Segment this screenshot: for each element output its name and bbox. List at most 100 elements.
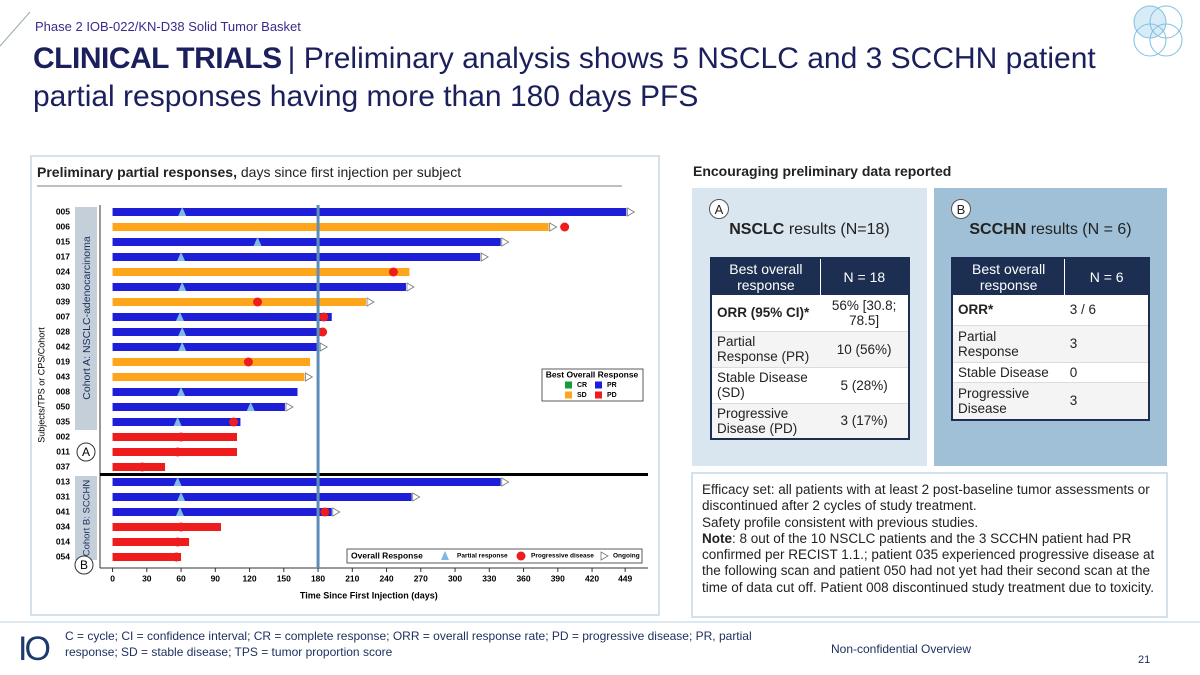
bar (112, 433, 237, 441)
cohort-marker (74, 555, 94, 575)
table-row: Progressive Disease (PD) 3 (17%) (711, 403, 909, 440)
legend-label: Ongoing (613, 553, 640, 560)
ongoing-arrow (626, 207, 636, 217)
progressive-disease (388, 267, 398, 277)
header-cell: Best overall response (952, 258, 1065, 295)
x-tick-label: 120 (242, 573, 256, 583)
partial-response (177, 387, 186, 396)
bar (112, 238, 501, 246)
table-cell: 56% [30.8; 78.5] (820, 295, 909, 332)
legend-swatch (565, 381, 572, 389)
bar (112, 478, 501, 486)
subject-label: 041 (56, 506, 70, 516)
progressive-disease (253, 297, 263, 307)
ongoing-arrow (332, 507, 341, 517)
ongoing-arrow (304, 372, 314, 382)
legend-title: Best Overall Response (546, 369, 639, 379)
progressive-disease (229, 417, 239, 427)
table-cell: Progressive Disease (PD) (711, 403, 821, 440)
legend-box (541, 368, 644, 402)
bar (112, 553, 182, 561)
results-table: Best overall response N = 18 ORR (95% CI)*… (710, 257, 910, 440)
legend-symbol (600, 551, 609, 561)
legend-swatch (565, 391, 572, 399)
x-axis-label: Time Since First Injection (days) (300, 590, 438, 600)
ongoing-arrow (501, 477, 510, 487)
table-cell: 3 (17%) (820, 403, 909, 440)
bar (112, 373, 305, 381)
title: CLINICAL TRIALS | Preliminary analysis sh… (33, 40, 1173, 116)
table-row: Stable Disease 0 (952, 362, 1149, 383)
table-row: Progressive Disease 3 (952, 382, 1149, 421)
x-tick-label: 240 (379, 573, 393, 583)
title-bold: CLINICAL TRIALS (33, 42, 282, 75)
partial-response (177, 492, 186, 501)
partial-response (173, 417, 182, 426)
cohort-box (75, 476, 97, 560)
subtitle: Phase 2 IOB-022/KN-D38 Solid Tumor Baske… (35, 19, 301, 34)
notes-box: Efficacy set: all patients with at least… (691, 472, 1168, 618)
cohort-label: Cohort A: NSCLC-adenocarcinoma (81, 236, 93, 400)
table-cell: Partial Response (PR) (711, 331, 821, 368)
ongoing-arrow (406, 282, 415, 292)
chart-heading: Preliminary partial responses, days sinc… (37, 164, 461, 180)
table-cell: 3 (1064, 382, 1149, 421)
legend-label: Progressive disease (531, 553, 594, 560)
partial-response (175, 507, 184, 516)
panel-title: NSCLC results (N=18) (692, 221, 927, 239)
progressive-disease (137, 462, 147, 472)
subject-label: 006 (56, 221, 70, 231)
y-axis-label: Subjects/TPS or CPS/Cohort (36, 327, 46, 443)
table-cell: 0 (1064, 362, 1149, 383)
bar (112, 538, 190, 546)
ongoing-arrow (319, 342, 329, 352)
progressive-disease (243, 357, 253, 367)
bar (112, 343, 320, 351)
heading-rest: days since first injection per subject (240, 164, 462, 180)
x-tick-label: 390 (551, 573, 565, 583)
subject-label: 039 (56, 296, 70, 306)
bar (112, 313, 332, 321)
legend-title: Overall Response (351, 550, 423, 560)
partial-response (178, 207, 187, 216)
bar (112, 523, 222, 531)
progressive-disease (560, 222, 570, 232)
subject-label: 005 (56, 206, 70, 216)
x-tick-label: 420 (585, 573, 599, 583)
right-heading: Encouraging preliminary data reported (693, 163, 952, 179)
ongoing-arrow (549, 222, 558, 232)
progressive-disease (171, 552, 181, 562)
table-header: Best overall response N = 18 (711, 258, 909, 295)
subject-label: 007 (56, 311, 70, 321)
x-tick-label: 30 (142, 573, 152, 583)
table-cell: ORR* (952, 295, 1065, 326)
ongoing-arrow (412, 492, 421, 502)
partial-response (177, 252, 186, 261)
subject-label: 014 (56, 536, 70, 546)
subject-label: 050 (56, 401, 70, 411)
subject-label: 028 (56, 326, 70, 336)
panel-marker: A (709, 199, 729, 219)
subject-label: 017 (56, 251, 70, 261)
table-cell: Progressive Disease (952, 382, 1065, 421)
partial-response (173, 477, 182, 486)
partial-response (178, 282, 187, 291)
subject-label: 015 (56, 236, 70, 246)
subject-label: 043 (56, 371, 70, 381)
page-number: 21 (1138, 654, 1151, 666)
note-label: Note (702, 530, 732, 546)
x-tick-label: 60 (176, 573, 186, 583)
subject-label: 019 (56, 356, 70, 366)
note-line: Efficacy set: all patients with at least… (702, 482, 1150, 514)
subject-label: 034 (56, 521, 70, 531)
ongoing-arrow (285, 402, 294, 412)
subject-label: 054 (56, 551, 70, 561)
table-cell: Stable Disease (952, 362, 1065, 383)
panel-title: SCCHN results (N = 6) (934, 221, 1167, 239)
subject-label: 042 (56, 341, 70, 351)
table-cell: Stable Disease (SD) (711, 367, 821, 404)
table-cell: Partial Response (952, 325, 1065, 363)
x-tick-label: 300 (448, 573, 462, 583)
legend-swatch (595, 381, 602, 389)
